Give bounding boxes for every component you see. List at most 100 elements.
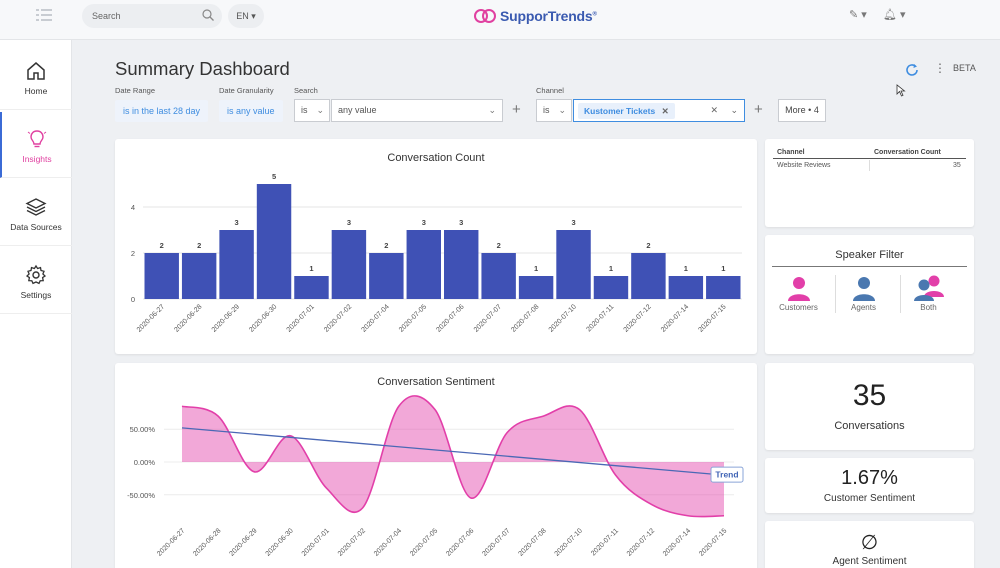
date-range-label: Date Range [115,86,156,95]
trend-badge [710,466,744,483]
bar-value-label: 1 [309,264,313,273]
conversations-value: 35 [852,379,887,412]
bar[interactable] [294,276,329,299]
bar[interactable] [631,253,666,299]
bar[interactable] [331,230,367,299]
clear-icon[interactable]: ✕ [710,105,718,115]
sentiment-x-tick: 2020-07-08 [517,527,547,557]
table-header-channel: Channel [777,149,805,156]
chip-close-icon[interactable]: ✕ [661,106,669,116]
agent-sentiment-label: Agent Sentiment [832,556,907,567]
customer-sentiment-value: 1.67% [841,467,898,489]
date-range-filter[interactable]: is in the last 28 day [115,100,209,122]
bar-y-tick: 2 [131,249,135,258]
customer-icon [787,277,810,301]
conversations-kpi-card: 35 Conversations [765,363,974,450]
bar[interactable] [369,253,404,299]
channel-table-card: Channel Conversation Count Website Revie… [765,139,974,227]
bar[interactable] [144,253,179,299]
bar-value-label: 2 [497,241,501,250]
bar-x-tick: 2020-07-01 [286,303,316,333]
bar-value-label: 1 [684,264,688,273]
language-selector[interactable]: EN ▾ [228,4,264,28]
agent-sentiment-value: ∅ [860,532,879,554]
speaker-option-customers[interactable]: Customers [771,275,826,312]
search-input[interactable]: Search [82,4,222,28]
bar-value-label: 3 [571,218,575,227]
bar[interactable] [181,253,217,299]
agent-icon [852,277,875,301]
refresh-icon[interactable] [905,63,919,77]
sidebar-item-insights[interactable]: Insights [0,112,72,178]
bar[interactable] [256,184,292,299]
sentiment-x-tick: 2020-07-12 [626,527,656,557]
granularity-filter[interactable]: is any value [219,100,283,122]
sidebar-item-home[interactable]: Home [0,44,72,110]
bar[interactable] [593,276,629,299]
sentiment-x-tick: 2020-07-01 [301,527,331,557]
bar-y-tick: 0 [131,295,135,304]
bar[interactable] [518,276,554,299]
bar-x-tick: 2020-07-07 [473,303,503,333]
sidebar-item-label: Settings [20,290,52,300]
bar-value-label: 2 [197,241,201,250]
bar[interactable] [706,276,741,299]
sentiment-x-tick: 2020-06-28 [192,527,222,557]
gear-icon [25,264,47,285]
more-options-icon[interactable]: ⋮ [934,61,946,75]
add-filter-button[interactable]: + [512,101,521,118]
logo: SupporTrends® [474,6,597,26]
bar-value-label: 1 [534,264,538,273]
bar-x-tick: 2020-06-28 [173,303,203,333]
channel-chip[interactable]: Kustomer Tickets ✕ [578,103,675,119]
bar-value-label: 2 [646,241,650,250]
bar-x-tick: 2020-07-15 [697,303,727,333]
sentiment-x-tick: 2020-07-05 [409,527,439,557]
agent-sentiment-card: ∅ Agent Sentiment [765,521,974,568]
more-filters-button[interactable]: More • 4 [778,99,826,122]
bar-x-tick: 2020-07-08 [510,303,540,333]
bar[interactable] [556,230,591,299]
conversation-count-chart: 0 2 4 2 2020-06-27 2 2020-06-28 3 2020-06-29 5 202… [131,172,742,334]
top-bar: Search EN ▾ SupporTrends® ✎ ▾ 🔔︎ ▾ [0,0,1000,40]
sentiment-x-tick: 2020-07-06 [445,527,475,557]
bell-icon[interactable]: 🔔︎ ▾ [883,9,906,21]
add-filter-button-2[interactable]: + [754,101,763,118]
bar[interactable] [668,276,704,299]
channel-operator-select[interactable]: is ⌄ [536,99,572,122]
bar-x-tick: 2020-06-30 [248,303,278,333]
sentiment-x-tick: 2020-06-27 [156,527,186,557]
sidebar-item-settings[interactable]: Settings [0,248,72,314]
sentiment-x-tick: 2020-07-14 [662,527,692,557]
bar-value-label: 3 [235,218,239,227]
table-cell-count: 35 [953,162,961,169]
bar[interactable] [444,230,479,299]
bar[interactable] [406,230,441,299]
sentiment-y-tick: 0.00% [134,458,156,467]
bar[interactable] [481,253,516,299]
sentiment-x-tick: 2020-06-29 [228,527,258,557]
speaker-option-both[interactable]: Both [901,275,956,312]
sentiment-line[interactable] [181,395,725,518]
sentiment-y-tick: 50.00% [130,425,156,434]
conversation-count-card: Conversation Count 0 2 4 2 2020-06-27 2 2020-0… [115,139,757,354]
customer-sentiment-card: 1.67% Customer Sentiment [765,458,974,513]
sentiment-area [182,395,724,517]
sidebar-item-label: Home [24,86,48,96]
menu-icon[interactable] [36,9,52,23]
bar-value-label: 2 [160,241,164,250]
edit-icon[interactable]: ✎ ▾ [849,9,867,21]
search-value-select[interactable]: any value ⌄ [331,99,503,122]
chevron-down-icon[interactable]: ⌄ [730,105,738,115]
bar-x-tick: 2020-07-04 [360,303,390,333]
chevron-down-icon: ⌄ [316,105,324,115]
bar-x-tick: 2020-07-12 [623,303,653,333]
bar[interactable] [219,230,254,299]
bar-value-label: 1 [609,264,613,273]
lightbulb-icon [27,130,47,148]
sidebar-item-data-sources[interactable]: Data Sources [0,180,72,246]
channel-label: Channel [536,86,564,95]
search-placeholder: Search [92,11,121,21]
search-operator-select[interactable]: is ⌄ [294,99,330,122]
speaker-option-agents[interactable]: Agents [836,275,891,312]
